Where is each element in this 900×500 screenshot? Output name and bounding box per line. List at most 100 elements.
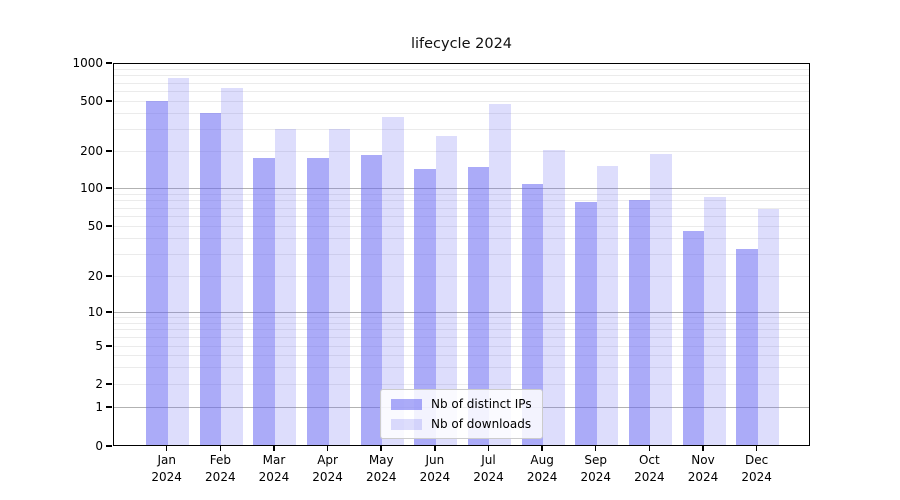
gridline-minor xyxy=(114,322,809,324)
gridline-minor xyxy=(114,151,809,152)
y-tick-label-20: 20 xyxy=(87,269,103,283)
legend-swatch-icon xyxy=(391,418,422,430)
x-tick-label-feb: Feb 2024 xyxy=(180,452,260,486)
plot-area: Nb of distinct IPs Nb of downloads xyxy=(113,63,810,446)
gridline-minor xyxy=(114,384,809,385)
x-tick-mark xyxy=(755,446,758,451)
bar-distinct-ips-may xyxy=(360,155,383,445)
bar-downloads-jan xyxy=(167,78,190,445)
bar-distinct-ips-jul xyxy=(467,167,490,445)
legend-swatch-icon xyxy=(391,398,422,410)
gridline-minor xyxy=(114,200,809,202)
y-tick-mark xyxy=(106,383,112,385)
x-tick-mark xyxy=(165,446,168,451)
bar-distinct-ips-dec xyxy=(736,248,758,445)
bar-downloads-jun xyxy=(435,135,458,445)
y-tick-label-5: 5 xyxy=(95,339,103,353)
y-tick-label-0: 0 xyxy=(95,439,103,453)
bar-downloads-sep xyxy=(596,166,619,445)
x-tick-label-year: 2024 xyxy=(151,470,182,484)
y-tick-label-1000: 1000 xyxy=(72,56,103,70)
x-tick-label-month: Feb xyxy=(209,453,231,467)
bar-downloads-jul xyxy=(489,104,511,445)
gridline-minor xyxy=(114,367,809,369)
legend: Nb of distinct IPs Nb of downloads xyxy=(380,389,543,439)
gridline-major xyxy=(114,312,809,313)
bar-distinct-ips-apr xyxy=(307,158,329,445)
x-tick-label-year: 2024 xyxy=(312,470,343,484)
y-tick-mark xyxy=(106,187,112,189)
bar-downloads-nov xyxy=(704,196,726,445)
x-tick-label-month: Mar xyxy=(262,453,286,467)
x-tick-label-month: Aug xyxy=(530,453,554,467)
legend-label-downloads: Nb of downloads xyxy=(431,417,532,431)
bar-downloads-dec xyxy=(757,209,780,445)
x-tick-label-year: 2024 xyxy=(580,470,611,484)
bar-distinct-ips-feb xyxy=(199,113,222,445)
x-tick-label-mar: Mar 2024 xyxy=(234,452,314,486)
x-tick-label-month: May xyxy=(368,453,394,467)
bar-distinct-ips-oct xyxy=(628,200,651,445)
x-tick-mark xyxy=(702,446,704,451)
x-tick-mark xyxy=(594,446,597,451)
legend-entry-distinct-ips: Nb of distinct IPs xyxy=(391,397,532,411)
y-tick-mark xyxy=(106,311,112,313)
bar-downloads-oct xyxy=(650,154,672,445)
x-tick-label-jun: Jun 2024 xyxy=(395,452,475,486)
x-tick-label-oct: Oct 2024 xyxy=(609,452,689,486)
y-tick-mark xyxy=(106,150,112,152)
gridline-minor xyxy=(114,317,809,319)
x-tick-mark xyxy=(541,446,543,451)
bar-distinct-ips-aug xyxy=(521,184,544,445)
x-tick-label-may: May 2024 xyxy=(341,452,421,486)
x-tick-label-month: Jul xyxy=(481,453,496,467)
gridline-minor xyxy=(114,91,809,92)
y-tick-mark xyxy=(106,275,112,277)
x-tick-mark xyxy=(326,446,329,451)
x-tick-label-year: 2024 xyxy=(634,470,665,484)
x-tick-mark xyxy=(648,446,651,451)
gridline-minor xyxy=(114,207,809,209)
gridline-minor xyxy=(114,355,809,357)
gridline-minor xyxy=(114,346,809,347)
y-tick-mark xyxy=(106,100,112,102)
bar-distinct-ips-jan xyxy=(146,101,168,445)
bar-downloads-may xyxy=(382,117,404,445)
gridline-major xyxy=(114,188,809,189)
bar-downloads-aug xyxy=(543,149,565,445)
y-tick-label-500: 500 xyxy=(80,94,103,108)
bar-distinct-ips-sep xyxy=(575,201,597,445)
gridline-minor xyxy=(114,337,809,339)
y-tick-mark xyxy=(106,345,112,347)
x-tick-mark xyxy=(219,446,222,451)
x-tick-label-year: 2024 xyxy=(741,470,772,484)
gridline-minor xyxy=(114,216,809,217)
gridline-minor xyxy=(114,193,809,195)
y-tick-label-100: 100 xyxy=(80,181,103,195)
x-tick-mark xyxy=(434,446,436,451)
x-tick-label-nov: Nov 2024 xyxy=(663,452,743,486)
gridline-minor xyxy=(114,68,809,70)
legend-entry-downloads: Nb of downloads xyxy=(391,417,532,431)
y-tick-label-10: 10 xyxy=(87,305,103,319)
y-tick-mark xyxy=(106,225,112,227)
gridline-minor xyxy=(114,238,809,240)
x-tick-label-apr: Apr 2024 xyxy=(288,452,368,486)
x-tick-label-year: 2024 xyxy=(419,470,451,484)
bar-downloads-apr xyxy=(328,128,351,445)
x-tick-label-dec: Dec 2024 xyxy=(717,452,797,486)
gridline-minor xyxy=(114,329,809,331)
x-tick-mark xyxy=(487,446,490,451)
x-tick-label-year: 2024 xyxy=(687,470,719,484)
x-tick-label-month: Sep xyxy=(584,453,608,467)
x-tick-label-month: Jan xyxy=(157,453,176,467)
x-tick-label-year: 2024 xyxy=(473,470,504,484)
x-tick-label-year: 2024 xyxy=(526,470,558,484)
bar-distinct-ips-mar xyxy=(253,158,275,445)
x-tick-label-month: Apr xyxy=(317,453,338,467)
x-tick-mark xyxy=(273,446,275,451)
bar-distinct-ips-nov xyxy=(682,230,704,445)
gridline-minor xyxy=(114,226,809,227)
x-tick-label-month: Dec xyxy=(745,453,769,467)
